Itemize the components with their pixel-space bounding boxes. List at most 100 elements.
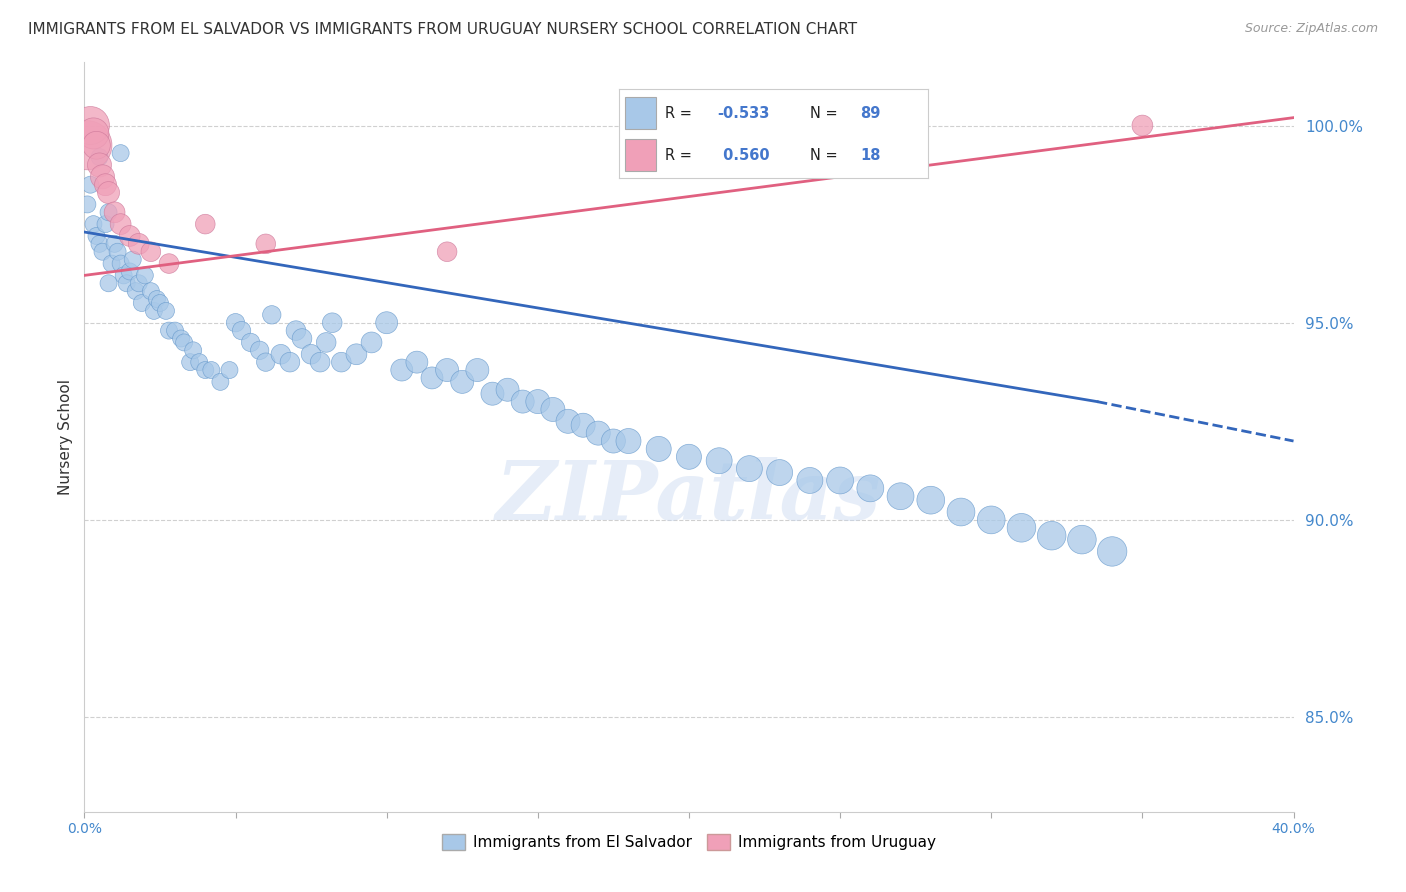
Point	[315, 335, 337, 350]
Point	[859, 481, 882, 495]
FancyBboxPatch shape	[624, 97, 655, 129]
Point	[165, 324, 187, 338]
Point	[104, 205, 127, 219]
Point	[173, 335, 195, 350]
Point	[188, 355, 211, 369]
Point	[541, 402, 564, 417]
Point	[617, 434, 640, 448]
Point	[91, 244, 114, 259]
Point	[291, 331, 314, 345]
Point	[110, 256, 132, 270]
Point	[107, 244, 129, 259]
Point	[118, 264, 141, 278]
Point	[134, 268, 156, 283]
Point	[678, 450, 700, 464]
Text: R =: R =	[665, 148, 696, 162]
Point	[375, 316, 398, 330]
Point	[128, 277, 150, 291]
Point	[1130, 119, 1153, 133]
Point	[91, 169, 114, 184]
Point	[97, 277, 120, 291]
Point	[100, 256, 122, 270]
Point	[1101, 544, 1123, 558]
Point	[125, 284, 148, 298]
Point	[557, 414, 579, 428]
Point	[467, 363, 489, 377]
Text: N =: N =	[810, 106, 842, 120]
Text: IMMIGRANTS FROM EL SALVADOR VS IMMIGRANTS FROM URUGUAY NURSERY SCHOOL CORRELATIO: IMMIGRANTS FROM EL SALVADOR VS IMMIGRANT…	[28, 22, 858, 37]
Point	[1040, 529, 1063, 543]
Point	[830, 474, 852, 488]
Point	[79, 119, 101, 133]
Point	[89, 158, 111, 172]
Point	[769, 466, 792, 480]
Point	[209, 375, 232, 389]
Point	[79, 178, 101, 192]
Point	[436, 244, 458, 259]
Point	[112, 268, 135, 283]
FancyBboxPatch shape	[624, 139, 655, 171]
Point	[200, 363, 222, 377]
Text: 0.560: 0.560	[717, 148, 769, 162]
Point	[194, 217, 217, 231]
Point	[218, 363, 240, 377]
Point	[309, 355, 332, 369]
Point	[146, 292, 169, 306]
Point	[285, 324, 308, 338]
Text: 89: 89	[860, 106, 880, 120]
Point	[97, 205, 120, 219]
Point	[110, 217, 132, 231]
Point	[94, 217, 117, 231]
Point	[179, 355, 201, 369]
Point	[346, 347, 368, 361]
Point	[321, 316, 343, 330]
Point	[799, 474, 821, 488]
Point	[104, 236, 127, 251]
Point	[121, 252, 143, 267]
Point	[82, 127, 104, 141]
Point	[890, 489, 912, 503]
Point	[82, 217, 104, 231]
Point	[588, 426, 610, 441]
Point	[76, 138, 98, 153]
Point	[278, 355, 301, 369]
Point	[602, 434, 624, 448]
Text: N =: N =	[810, 148, 842, 162]
Point	[391, 363, 413, 377]
Point	[231, 324, 253, 338]
Point	[709, 454, 731, 468]
Point	[920, 493, 942, 508]
Point	[406, 355, 429, 369]
Point	[239, 335, 262, 350]
Legend: Immigrants from El Salvador, Immigrants from Uruguay: Immigrants from El Salvador, Immigrants …	[436, 829, 942, 856]
Point	[481, 386, 503, 401]
Point	[86, 229, 108, 244]
Point	[118, 229, 141, 244]
Point	[170, 331, 193, 345]
Point	[299, 347, 322, 361]
Point	[1011, 521, 1033, 535]
Text: 18: 18	[860, 148, 880, 162]
Point	[260, 308, 283, 322]
Point	[181, 343, 204, 358]
Point	[270, 347, 292, 361]
Point	[572, 418, 595, 433]
Text: ZIPatlas: ZIPatlas	[496, 457, 882, 537]
Point	[950, 505, 973, 519]
Point	[1071, 533, 1094, 547]
Point	[157, 324, 180, 338]
Point	[139, 284, 162, 298]
Point	[97, 186, 120, 200]
Point	[496, 383, 519, 397]
Point	[980, 513, 1002, 527]
Point	[142, 304, 165, 318]
Point	[527, 394, 550, 409]
Point	[360, 335, 382, 350]
Text: -0.533: -0.533	[717, 106, 770, 120]
Point	[254, 236, 277, 251]
Point	[86, 138, 108, 153]
Point	[225, 316, 247, 330]
Point	[420, 371, 443, 385]
Point	[110, 146, 132, 161]
Point	[89, 236, 111, 251]
